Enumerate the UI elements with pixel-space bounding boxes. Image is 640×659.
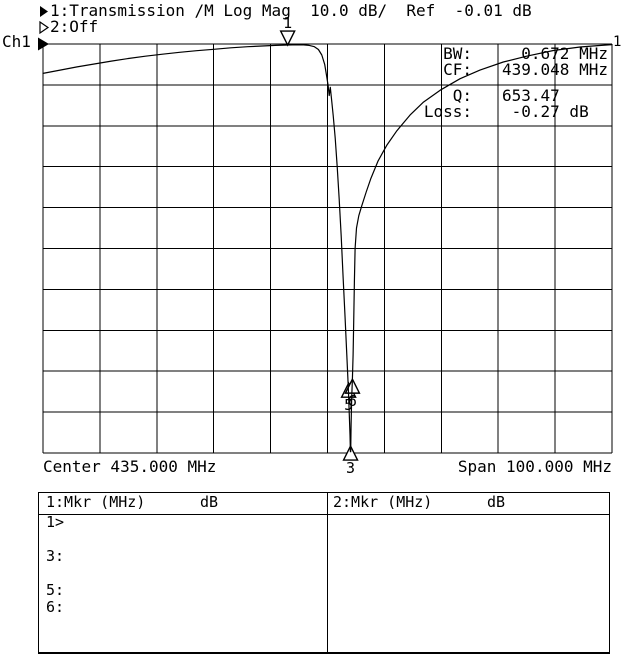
marker-number-6: 6 xyxy=(348,392,357,410)
marker-table-header-rule xyxy=(39,514,609,515)
cf-label: CF: xyxy=(443,60,472,79)
trace-number-annotation: 1 xyxy=(613,34,622,50)
marker-table2-unit: dB xyxy=(487,493,506,511)
channel-label: Ch1 xyxy=(2,32,31,51)
marker-readout-table: 1:Mkr (MHz) dB 2:Mkr (MHz) dB 1>428.00-0… xyxy=(38,492,610,654)
q-value: 653.47 xyxy=(502,86,560,105)
marker-row-id: 6: xyxy=(46,598,65,616)
cf-value: 439.048 MHz xyxy=(502,60,608,79)
marker-number-1: 1 xyxy=(283,14,292,32)
marker-table1-title: 1:Mkr (MHz) xyxy=(46,493,146,511)
marker-row-id: 3: xyxy=(46,547,65,565)
marker-table2-title: 2:Mkr (MHz) xyxy=(333,493,433,511)
marker-row-id: 1> xyxy=(46,513,65,531)
bw-value: 0.672 MHz xyxy=(502,44,608,63)
graticule-grid xyxy=(42,43,613,454)
center-frequency-label: Center 435.000 MHz xyxy=(43,457,217,476)
bw-label: BW: xyxy=(443,44,472,63)
marker-table-row-6: 6:439.38-81.95 xyxy=(39,600,327,617)
trace1-definition: 1:Transmission /M Log Mag 10.0 dB/ Ref -… xyxy=(50,1,532,20)
marker-number-3: 3 xyxy=(346,459,355,477)
trace-ch1 xyxy=(42,43,613,453)
marker-symbol-3 xyxy=(342,444,359,461)
trace2-inactive-arrow-icon xyxy=(39,20,50,35)
trace2-definition: 2:Off xyxy=(50,17,99,36)
span-label: Span 100.000 MHz xyxy=(457,457,612,476)
marker-table-row-5: 5:438.71-82.93 xyxy=(39,583,327,600)
marker-table-row-1: 1>428.00-0.26 xyxy=(39,515,327,532)
marker-table1-unit: dB xyxy=(200,493,219,511)
marker-row-id: 5: xyxy=(46,581,65,599)
trace1-active-arrow-icon xyxy=(40,6,48,17)
marker-table-divider xyxy=(327,493,328,652)
marker-symbol-1 xyxy=(279,30,296,47)
loss-value: -0.27 dB xyxy=(502,102,589,121)
loss-label: Loss: xyxy=(423,102,472,121)
q-label: Q: xyxy=(452,86,472,105)
marker-table-row-3: 3:439.05-98.32 xyxy=(39,549,327,566)
